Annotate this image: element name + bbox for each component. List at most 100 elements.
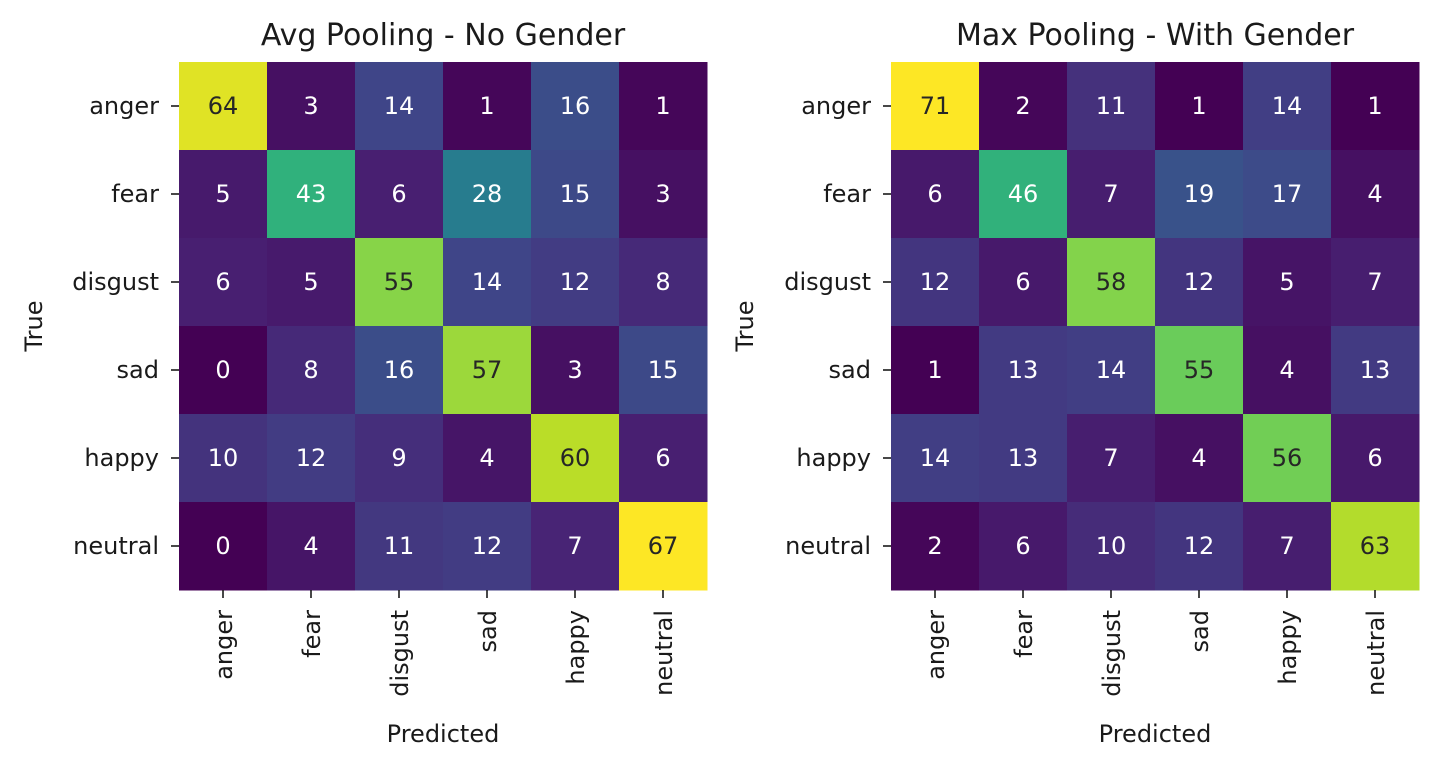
x-tick-label: happy xyxy=(562,610,590,685)
cell-anger-anger xyxy=(891,62,980,151)
cell-disgust-disgust xyxy=(355,238,444,327)
cell-anger-disgust xyxy=(355,62,444,151)
cell-sad-happy xyxy=(531,326,620,415)
cell-value-label: 60 xyxy=(560,444,591,472)
cell-sad-fear xyxy=(267,326,356,415)
cell-disgust-fear xyxy=(979,238,1068,327)
x-tick-label: disgust xyxy=(386,610,414,697)
cell-sad-anger xyxy=(179,326,268,415)
cell-value-label: 7 xyxy=(1279,532,1294,560)
cell-fear-disgust xyxy=(1067,150,1156,239)
cell-value-label: 1 xyxy=(655,92,670,120)
cell-value-label: 16 xyxy=(384,356,415,384)
cell-happy-disgust xyxy=(355,414,444,503)
cell-disgust-fear xyxy=(267,238,356,327)
cell-value-label: 4 xyxy=(1191,444,1206,472)
x-tick-label: disgust xyxy=(1098,610,1126,697)
cell-sad-disgust xyxy=(355,326,444,415)
cell-value-label: 11 xyxy=(384,532,415,560)
cell-value-label: 3 xyxy=(303,92,318,120)
cell-sad-neutral xyxy=(1331,326,1420,415)
x-tick-label: neutral xyxy=(650,610,678,696)
y-tick-label: anger xyxy=(801,92,871,120)
cell-disgust-anger xyxy=(891,238,980,327)
cell-value-label: 16 xyxy=(560,92,591,120)
cell-value-label: 8 xyxy=(655,268,670,296)
cell-neutral-neutral xyxy=(1331,502,1420,591)
cell-value-label: 12 xyxy=(1184,532,1215,560)
cell-happy-anger xyxy=(179,414,268,503)
cell-value-label: 57 xyxy=(472,356,503,384)
cell-anger-sad xyxy=(443,62,532,151)
cell-value-label: 6 xyxy=(655,444,670,472)
x-tick-label: sad xyxy=(474,610,502,652)
cell-value-label: 14 xyxy=(1272,92,1303,120)
y-tick-label: happy xyxy=(796,444,871,472)
cell-value-label: 71 xyxy=(920,92,951,120)
cell-value-label: 15 xyxy=(560,180,591,208)
cell-disgust-happy xyxy=(1243,238,1332,327)
cell-value-label: 14 xyxy=(472,268,503,296)
cell-fear-fear xyxy=(267,150,356,239)
y-tick-labels: anger fear disgust sad happy neutral xyxy=(72,92,179,560)
cell-value-label: 6 xyxy=(1015,532,1030,560)
y-tick-label: fear xyxy=(111,180,159,208)
cell-sad-sad xyxy=(443,326,532,415)
cell-anger-neutral xyxy=(619,62,708,151)
cell-sad-fear xyxy=(979,326,1068,415)
cell-value-label: 1 xyxy=(479,92,494,120)
cell-fear-happy xyxy=(531,150,620,239)
cell-happy-neutral xyxy=(619,414,708,503)
cell-value-label: 55 xyxy=(384,268,415,296)
cell-neutral-happy xyxy=(1243,502,1332,591)
cell-neutral-disgust xyxy=(355,502,444,591)
cell-value-label: 46 xyxy=(1008,180,1039,208)
cell-value-label: 3 xyxy=(567,356,582,384)
x-tick-label: sad xyxy=(1186,610,1214,652)
y-tick-label: anger xyxy=(89,92,159,120)
x-tick-label: fear xyxy=(298,610,326,658)
cell-disgust-happy xyxy=(531,238,620,327)
cell-value-label: 7 xyxy=(1367,268,1382,296)
cell-value-label: 4 xyxy=(1367,180,1382,208)
y-tick-label: disgust xyxy=(784,268,871,296)
cell-sad-anger xyxy=(891,326,980,415)
cell-sad-happy xyxy=(1243,326,1332,415)
y-axis-label: True xyxy=(20,301,48,353)
cell-value-label: 13 xyxy=(1008,444,1039,472)
cell-anger-fear xyxy=(267,62,356,151)
cell-happy-sad xyxy=(443,414,532,503)
cell-value-label: 67 xyxy=(648,532,679,560)
y-tick-labels: anger fear disgust sad happy neutral xyxy=(784,92,891,560)
x-tick-label: fear xyxy=(1010,610,1038,658)
cell-value-label: 64 xyxy=(208,92,239,120)
x-axis-label: Predicted xyxy=(387,720,500,748)
cell-value-label: 6 xyxy=(391,180,406,208)
cell-value-label: 5 xyxy=(1279,268,1294,296)
cell-sad-sad xyxy=(1155,326,1244,415)
cell-disgust-neutral xyxy=(619,238,708,327)
cell-value-label: 13 xyxy=(1008,356,1039,384)
cell-anger-happy xyxy=(531,62,620,151)
y-tick-label: happy xyxy=(84,444,159,472)
y-axis-label: True xyxy=(731,301,759,353)
cell-anger-anger xyxy=(179,62,268,151)
cell-value-label: 2 xyxy=(1015,92,1030,120)
x-tick-labels: anger fear disgust sad happy neutral xyxy=(922,590,1390,697)
y-tick-label: neutral xyxy=(785,532,871,560)
cell-fear-sad xyxy=(1155,150,1244,239)
y-tick-label: neutral xyxy=(73,532,159,560)
cell-disgust-anger xyxy=(179,238,268,327)
cell-sad-neutral xyxy=(619,326,708,415)
chart-title: Max Pooling - With Gender xyxy=(956,18,1355,53)
cell-value-label: 7 xyxy=(567,532,582,560)
cell-neutral-fear xyxy=(979,502,1068,591)
cell-fear-anger xyxy=(891,150,980,239)
cell-fear-sad xyxy=(443,150,532,239)
cell-value-label: 6 xyxy=(215,268,230,296)
cell-value-label: 1 xyxy=(1367,92,1382,120)
x-tick-label: happy xyxy=(1274,610,1302,685)
